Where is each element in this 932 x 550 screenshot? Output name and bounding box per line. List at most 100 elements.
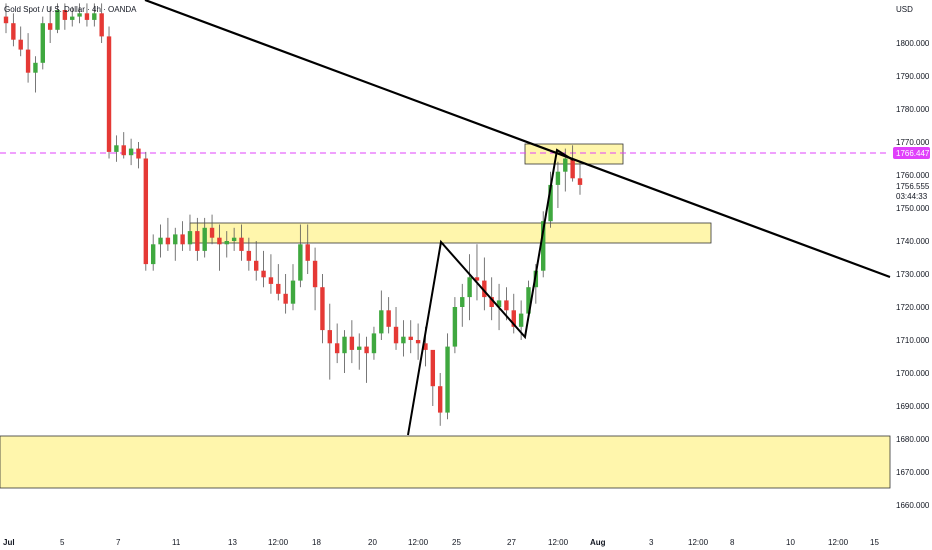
candle-down bbox=[25, 49, 31, 73]
candle-down bbox=[121, 145, 126, 156]
time-scale[interactable] bbox=[0, 532, 890, 550]
price-axis-labels: 1660.000 1670.000 1680.000 1690.000 1700.000… bbox=[896, 39, 930, 510]
last-price-label: 1756.555 bbox=[896, 182, 930, 191]
candle-up bbox=[202, 227, 207, 251]
price-tick-label: 1680.000 bbox=[896, 435, 930, 444]
time-tick-label: 27 bbox=[507, 538, 516, 547]
candle-up bbox=[77, 13, 82, 17]
price-tick-label: 1720.000 bbox=[896, 303, 930, 312]
price-tick-label: 1690.000 bbox=[896, 402, 930, 411]
candle-up bbox=[452, 307, 458, 347]
candle-down bbox=[180, 234, 185, 245]
candle-down bbox=[305, 244, 310, 261]
candle-down bbox=[209, 227, 215, 238]
candle-down bbox=[489, 297, 494, 307]
candle-up bbox=[92, 13, 97, 20]
candle-down bbox=[246, 250, 252, 261]
candle-down bbox=[276, 283, 281, 294]
price-tick-label: 1660.000 bbox=[896, 501, 930, 510]
price-tick-label: 1730.000 bbox=[896, 270, 930, 279]
candle-up bbox=[224, 241, 229, 245]
price-tick-label: 1780.000 bbox=[896, 105, 930, 114]
time-tick-label: 12:00 bbox=[548, 538, 569, 547]
candle-up bbox=[555, 171, 561, 185]
price-tick-label: 1740.000 bbox=[896, 237, 930, 246]
candle-up bbox=[496, 300, 502, 307]
time-tick-label: 25 bbox=[452, 538, 461, 547]
price-tick-label: 1750.000 bbox=[896, 204, 930, 213]
hline-price-label: 1766.447 bbox=[896, 149, 930, 158]
candle-down bbox=[239, 237, 244, 251]
candle-down bbox=[577, 178, 583, 185]
candle-down bbox=[504, 300, 509, 311]
candle-down bbox=[423, 343, 428, 350]
candle-up bbox=[114, 145, 119, 152]
candle-down bbox=[320, 287, 325, 331]
candle-down bbox=[106, 36, 112, 152]
time-tick-label: 20 bbox=[368, 538, 377, 547]
bottom-support-zone[interactable] bbox=[0, 435, 891, 489]
candle-down bbox=[386, 310, 391, 327]
candle-down bbox=[3, 16, 9, 24]
candle-down bbox=[327, 330, 332, 344]
time-tick-label: 3 bbox=[649, 538, 654, 547]
price-tick-label: 1700.000 bbox=[896, 369, 930, 378]
candle-up bbox=[467, 277, 472, 298]
candle-down bbox=[570, 158, 575, 179]
candle-up bbox=[401, 336, 406, 344]
zigzag-pattern-lines[interactable] bbox=[407, 148, 574, 436]
time-tick-label: 12:00 bbox=[688, 538, 709, 547]
candle-down bbox=[364, 346, 369, 354]
countdown-label: 03:44:33 bbox=[896, 192, 928, 201]
candle-down bbox=[511, 310, 516, 327]
chart-title: Gold Spot / U.S. Dollar · 4h · OANDA bbox=[4, 5, 137, 14]
candle-up bbox=[187, 231, 193, 245]
price-tick-label: 1710.000 bbox=[896, 336, 930, 345]
candle-down bbox=[312, 260, 318, 288]
time-tick-label: 12:00 bbox=[268, 538, 289, 547]
price-tick-label: 1790.000 bbox=[896, 72, 930, 81]
candle-down bbox=[283, 293, 288, 304]
time-tick-label: 5 bbox=[60, 538, 65, 547]
candle-up bbox=[158, 237, 163, 245]
candle-up bbox=[290, 280, 296, 304]
price-tick-label: 1670.000 bbox=[896, 468, 930, 477]
candle-down bbox=[408, 336, 413, 340]
candle-up bbox=[357, 346, 362, 350]
candle-up bbox=[70, 16, 75, 20]
candle-down bbox=[415, 340, 421, 344]
candle-down bbox=[437, 386, 443, 413]
candle-up bbox=[33, 62, 38, 73]
candle-down bbox=[62, 10, 68, 20]
candle-up bbox=[40, 23, 45, 63]
candle-up bbox=[445, 346, 450, 413]
time-tick-label: 18 bbox=[312, 538, 321, 547]
time-tick-label: 15 bbox=[870, 538, 879, 547]
candle-down bbox=[136, 148, 141, 159]
candle-up bbox=[231, 237, 237, 241]
candle-down bbox=[165, 237, 171, 245]
candle-up bbox=[298, 244, 303, 281]
candle-up bbox=[55, 10, 60, 30]
candle-up bbox=[128, 148, 134, 156]
candle-down bbox=[393, 326, 399, 344]
candle-down bbox=[18, 39, 23, 50]
currency-label: USD bbox=[896, 5, 913, 14]
candle-down bbox=[261, 270, 266, 278]
price-scale[interactable] bbox=[890, 0, 932, 532]
mid-zone[interactable] bbox=[189, 222, 712, 244]
candle-down bbox=[11, 23, 16, 40]
candle-down bbox=[474, 277, 480, 281]
candle-down bbox=[99, 13, 104, 37]
hline-price-tag bbox=[893, 147, 930, 159]
candle-down bbox=[195, 231, 200, 251]
time-tick-label: 11 bbox=[172, 538, 181, 547]
candle-up bbox=[150, 244, 156, 265]
time-tick-label: Jul bbox=[3, 538, 15, 547]
descending-trendline[interactable] bbox=[144, 0, 891, 279]
candle-down bbox=[143, 158, 149, 265]
price-tick-label: 1800.000 bbox=[896, 39, 930, 48]
candle-up bbox=[518, 313, 524, 327]
candle-up bbox=[563, 158, 568, 172]
